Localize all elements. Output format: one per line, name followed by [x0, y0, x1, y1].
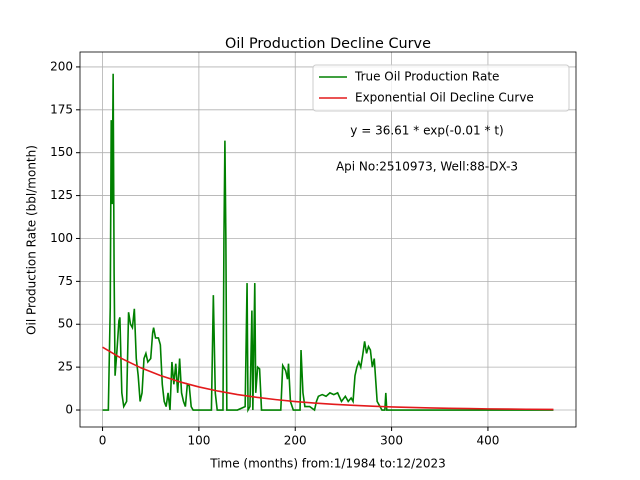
- y-tick-label: 200: [50, 59, 73, 73]
- y-axis-label: Oil Production Rate (bbl/month): [25, 145, 39, 335]
- y-tick-label: 125: [50, 188, 73, 202]
- annotation: Api No:2510973, Well:88-DX-3: [336, 160, 518, 174]
- legend-box: [312, 64, 570, 112]
- y-tick-label: 100: [50, 231, 73, 245]
- x-tick-label: 200: [284, 434, 307, 448]
- series-line: [102, 73, 554, 414]
- x-tick-label: 100: [187, 434, 210, 448]
- x-tick-label: 0: [99, 434, 107, 448]
- plot-frame: [79, 51, 577, 428]
- y-tick-label: 25: [58, 360, 73, 374]
- chart-title: Oil Production Decline Curve: [225, 36, 431, 52]
- y-tick-label: 150: [50, 145, 73, 159]
- y-tick-label: 75: [58, 274, 73, 288]
- x-axis-label: Time (months) from:1/1984 to:12/2023: [209, 457, 446, 471]
- y-tick-label: 50: [58, 317, 73, 331]
- y-tick-label: 0: [65, 403, 73, 417]
- y-tick-label: 175: [50, 102, 73, 116]
- series-line: [102, 346, 554, 411]
- legend-label: Exponential Oil Decline Curve: [355, 91, 534, 105]
- legend-label: True Oil Production Rate: [354, 70, 499, 84]
- x-tick-label: 300: [380, 434, 403, 448]
- x-tick-label: 400: [476, 434, 499, 448]
- annotation: y = 36.61 * exp(-0.01 * t): [350, 124, 503, 138]
